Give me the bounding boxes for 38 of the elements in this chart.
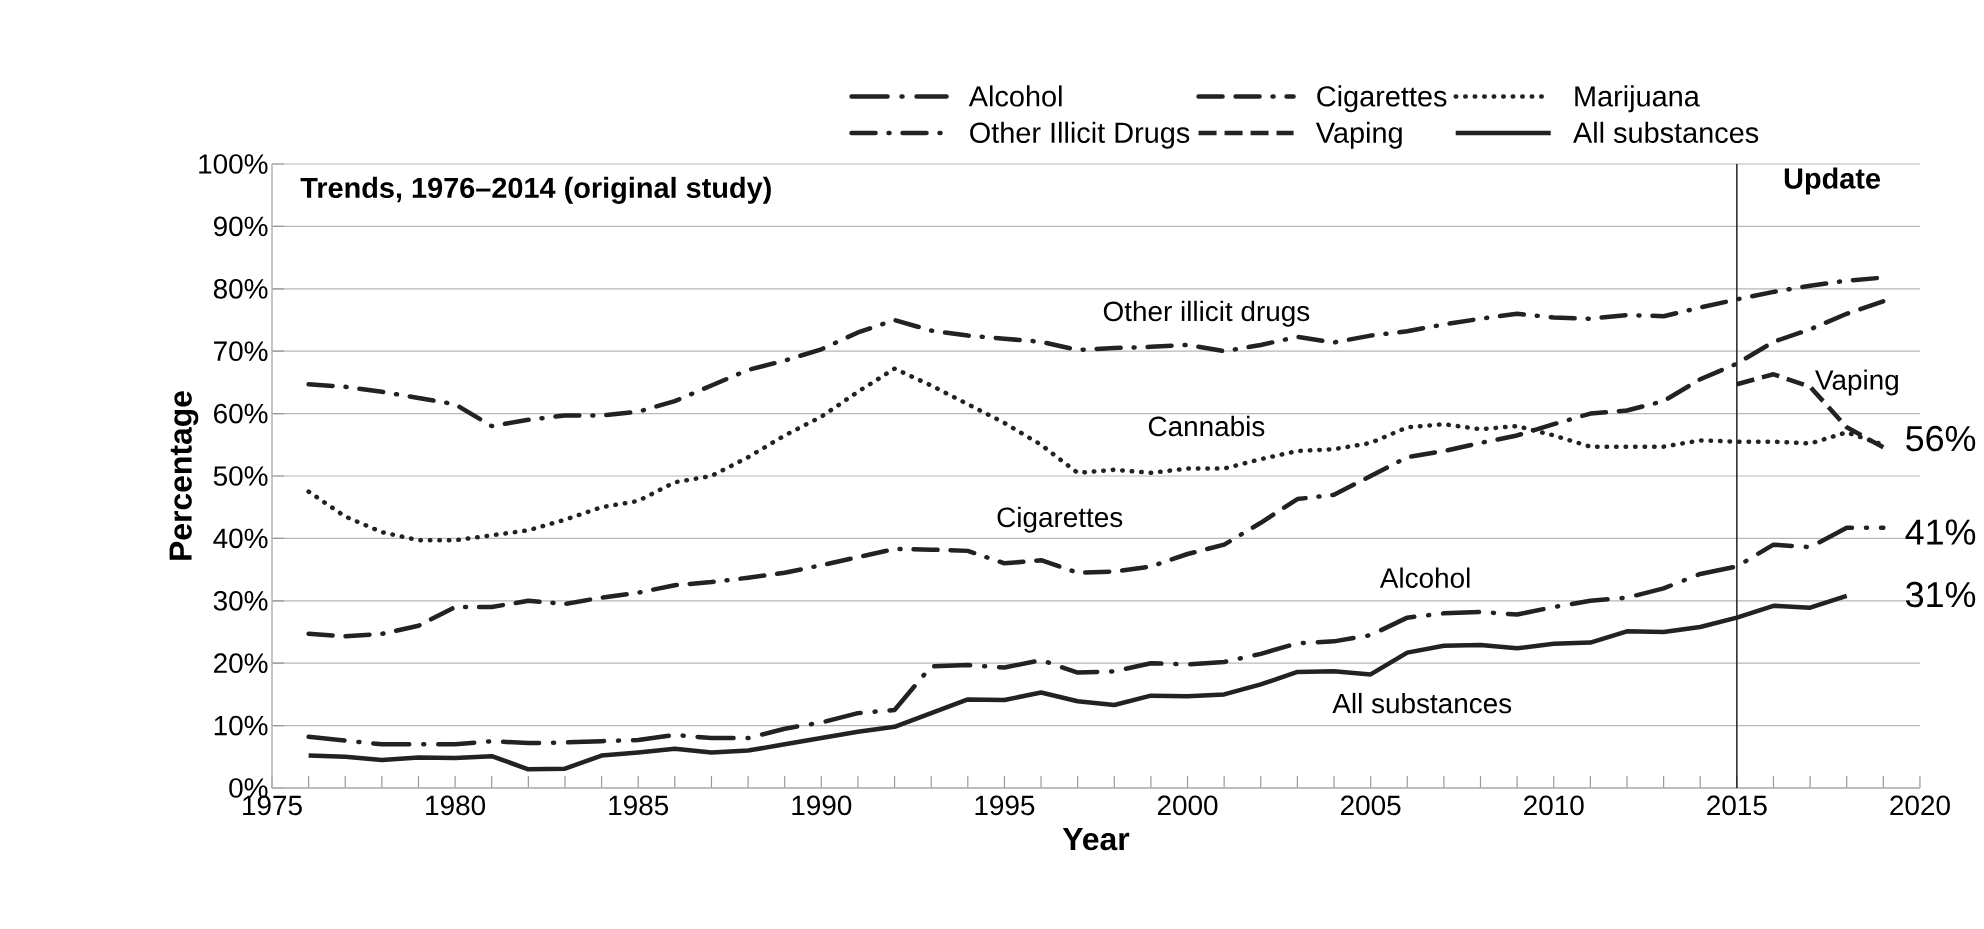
annotation: All substances — [1332, 692, 1512, 714]
annotation: 41% — [1905, 519, 1976, 545]
legend-label: Alcohol — [968, 85, 1062, 107]
annotation: Other illicit drugs — [1103, 300, 1310, 327]
annotation: 31% — [1906, 581, 1976, 608]
x-tick-label: 1990 — [792, 795, 852, 816]
legend-label: Marijuana — [1575, 85, 1700, 113]
x-tick-label: 1980 — [426, 795, 486, 816]
legend-label: All substances — [1573, 121, 1759, 143]
y-tick-label: 40% — [213, 528, 268, 549]
y-tick-label: 10% — [214, 715, 268, 736]
ref-line-label: Update — [1784, 167, 1881, 195]
y-tick-label: 60% — [214, 403, 268, 424]
y-tick-label: 50% — [213, 466, 268, 486]
y-tick-label: 90% — [213, 216, 268, 237]
annotation: Cigarettes — [997, 506, 1123, 533]
legend-label: Cigarettes — [1317, 85, 1447, 113]
x-tick-label: 1985 — [609, 795, 669, 816]
x-tick-label: 2020 — [1890, 795, 1950, 816]
annotation: Cannabis — [1148, 415, 1265, 437]
y-tick-label: 30% — [213, 590, 268, 611]
chart-title: Trends, 1976–2014 (original study) — [300, 176, 771, 204]
legend-label: Vaping — [1315, 121, 1402, 149]
x-tick-label: 2000 — [1157, 795, 1218, 816]
annotation: 56% — [1906, 425, 1976, 452]
annotation: Alcohol — [1379, 567, 1470, 588]
x-tick-label: 1995 — [975, 795, 1035, 816]
x-tick-label: 2010 — [1524, 795, 1584, 816]
x-axis-title: Year — [1062, 828, 1130, 851]
y-tick-label: 70% — [214, 341, 268, 362]
legend-label: Other Illicit Drugs — [970, 121, 1190, 149]
y-tick-label: 100% — [199, 154, 268, 174]
x-tick-label: 2005 — [1341, 795, 1401, 816]
x-tick-label: 2015 — [1707, 795, 1767, 816]
y-tick-label: 20% — [214, 653, 268, 674]
y-axis-title: Percentage — [169, 391, 199, 560]
annotation: Vaping — [1815, 369, 1898, 396]
y-tick-label: 80% — [213, 278, 268, 299]
